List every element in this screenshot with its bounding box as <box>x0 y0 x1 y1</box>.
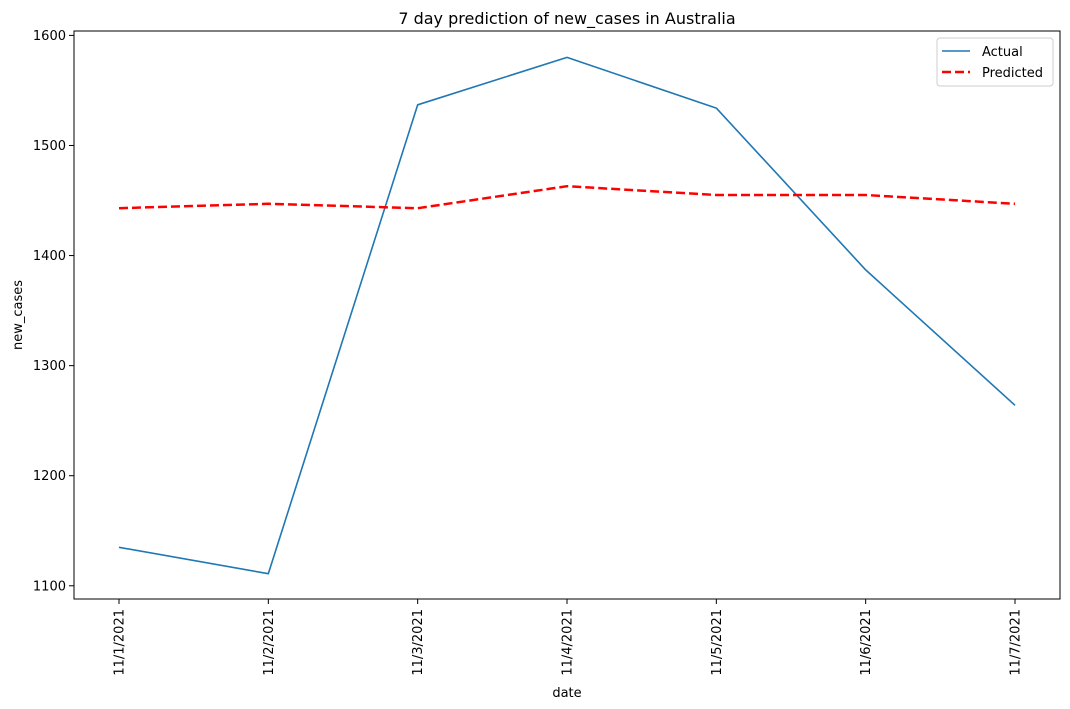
series-line-actual <box>118 56 1016 575</box>
x-tick-label: 11/1/2021 <box>113 609 128 676</box>
legend: Actual Predicted <box>936 37 1054 87</box>
x-tick-label: 11/6/2021 <box>859 609 874 676</box>
legend-label-actual: Actual <box>982 45 1023 60</box>
y-axis-label: new_cases <box>11 280 26 350</box>
series-layer <box>118 56 1016 575</box>
y-tick-label: 1300 <box>33 359 66 374</box>
chart-title: 7 day prediction of new_cases in Austral… <box>398 9 735 29</box>
x-tick-label: 11/5/2021 <box>710 609 725 676</box>
x-axis: 11/1/2021 11/2/2021 11/3/2021 11/4/2021 11/5… <box>113 599 1024 676</box>
y-tick-label: 1200 <box>33 469 66 484</box>
legend-label-predicted: Predicted <box>982 66 1043 81</box>
x-axis-label: date <box>552 686 581 701</box>
y-tick-label: 1100 <box>33 579 66 594</box>
x-tick-label: 11/4/2021 <box>561 609 576 676</box>
y-tick-label: 1600 <box>33 29 66 44</box>
x-tick-label: 11/2/2021 <box>262 609 277 676</box>
legend-box <box>936 37 1054 87</box>
x-tick-label: 11/7/2021 <box>1009 609 1024 676</box>
y-axis: 1100 1200 1300 1400 1500 1600 <box>33 29 74 594</box>
series-line-predicted <box>118 184 1016 210</box>
plot-area-frame <box>73 30 1061 600</box>
y-tick-label: 1500 <box>33 139 66 154</box>
x-tick-label: 11/3/2021 <box>411 609 426 676</box>
y-tick-label: 1400 <box>33 249 66 264</box>
